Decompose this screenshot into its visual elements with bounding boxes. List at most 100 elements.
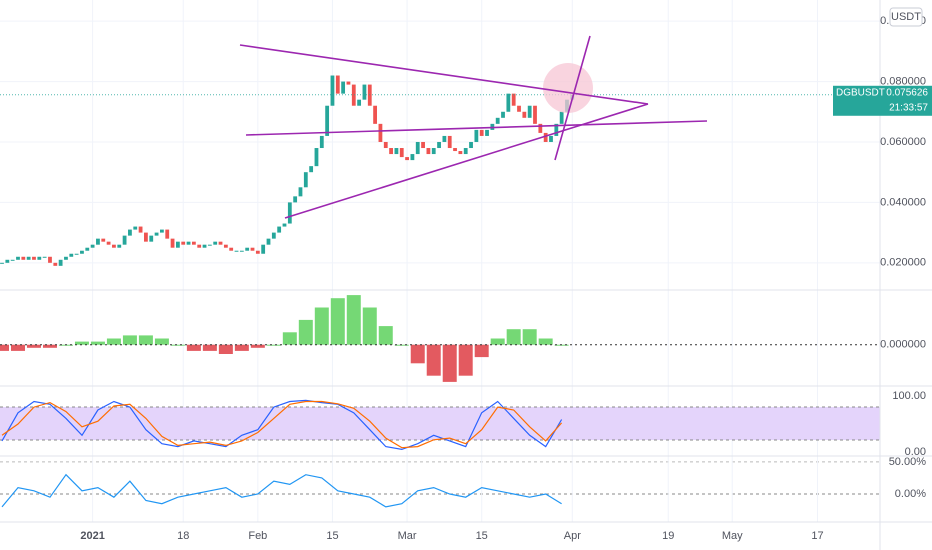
last-price: 0.075626 (886, 87, 928, 98)
symbol: DGBUSDT (836, 87, 885, 98)
candle (271, 232, 276, 239)
candle (437, 141, 441, 149)
candle (266, 238, 271, 245)
candle (101, 238, 106, 242)
currency-box[interactable] (889, 7, 923, 27)
histogram-bar (250, 344, 265, 348)
candle (90, 244, 95, 248)
y-tick-label: 0.000000 (880, 339, 926, 351)
candle (37, 256, 42, 260)
candle (186, 241, 191, 245)
candle (282, 223, 287, 227)
x-tick-label: 15 (326, 530, 338, 542)
price-tag (833, 85, 932, 116)
candle (160, 229, 164, 233)
candle (133, 226, 138, 230)
candle (202, 244, 207, 248)
candle (229, 247, 234, 251)
candle (32, 256, 36, 260)
candle (522, 111, 527, 118)
candle (330, 75, 335, 106)
candle (383, 141, 388, 149)
candle (170, 238, 175, 248)
candle (303, 172, 308, 188)
histogram-bar (90, 341, 105, 345)
candle (80, 250, 84, 254)
candle (128, 229, 132, 236)
candle (122, 235, 127, 245)
candle (287, 202, 292, 224)
candle (501, 111, 505, 118)
candle (458, 151, 463, 155)
x-tick-label: 17 (811, 530, 823, 542)
candle (469, 141, 473, 149)
candle (154, 232, 159, 236)
candle (399, 148, 404, 158)
x-tick-label: 15 (476, 530, 488, 542)
histogram-bar (218, 344, 233, 354)
trendline (284, 103, 649, 219)
candle (415, 141, 420, 155)
candle (255, 250, 260, 254)
y-tick-label: 0.00% (895, 488, 926, 500)
candle (175, 241, 180, 248)
candle (517, 105, 521, 112)
candle (463, 148, 468, 155)
trendlines (239, 35, 708, 219)
candle (213, 241, 218, 245)
histogram-bar (282, 332, 297, 345)
histogram-bar (138, 335, 153, 345)
histogram-bar (26, 344, 41, 348)
histogram-bar (0, 344, 9, 351)
histogram-bar (298, 319, 313, 345)
candle (335, 75, 340, 94)
histogram-bar (330, 298, 345, 345)
candle (250, 247, 255, 251)
candle (442, 135, 447, 142)
candle (373, 105, 377, 124)
candle (64, 256, 68, 260)
y-tick-label: 0.020000 (880, 257, 926, 269)
candle (58, 259, 63, 266)
candle (479, 129, 484, 136)
candle (191, 241, 196, 245)
countdown: 21:33:57 (889, 102, 928, 113)
candle (223, 244, 228, 248)
histogram-bar (314, 307, 329, 345)
histogram-bar (378, 326, 393, 345)
candle (69, 253, 74, 257)
candle (144, 232, 148, 242)
candle (346, 81, 351, 85)
histogram-bar (474, 344, 489, 358)
highlight-circle (543, 63, 593, 113)
candle (511, 93, 516, 106)
candle (149, 235, 154, 242)
candle (319, 135, 324, 149)
candle (485, 129, 489, 136)
histogram-bar (74, 341, 89, 345)
candle (26, 256, 31, 260)
candle (325, 105, 330, 136)
candle (394, 148, 399, 155)
candle (10, 259, 15, 261)
marks (0, 75, 880, 508)
candle (245, 247, 250, 251)
trendline (245, 120, 708, 136)
candle (431, 148, 436, 155)
candle (362, 84, 367, 100)
histogram-bar (442, 344, 457, 382)
histogram-bar (106, 338, 121, 345)
candle (495, 117, 500, 124)
x-tick-label: 2021 (80, 530, 104, 542)
histogram-bar (490, 338, 505, 345)
candle (293, 196, 298, 203)
candle (117, 244, 122, 248)
histogram-bar (346, 295, 361, 345)
candle (357, 99, 362, 106)
candle (474, 129, 479, 142)
candle (554, 123, 559, 136)
candle (261, 244, 266, 254)
candle (410, 154, 415, 161)
trendline (239, 44, 649, 105)
